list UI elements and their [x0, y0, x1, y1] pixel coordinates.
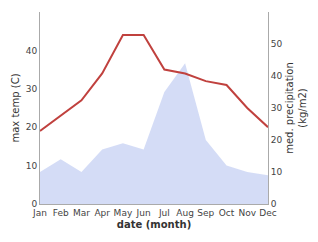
svg-text:10: 10 [26, 161, 38, 171]
svg-text:Dec: Dec [259, 208, 276, 218]
svg-text:0: 0 [31, 199, 37, 209]
svg-text:50: 50 [271, 39, 283, 49]
svg-text:Nov: Nov [238, 208, 256, 218]
svg-text:Jan: Jan [32, 208, 47, 218]
svg-text:Aug: Aug [176, 208, 194, 218]
svg-text:20: 20 [26, 122, 38, 132]
svg-text:30: 30 [26, 84, 38, 94]
svg-text:Feb: Feb [53, 208, 69, 218]
svg-text:Jun: Jun [136, 208, 151, 218]
svg-text:10: 10 [271, 167, 283, 177]
svg-text:date (month): date (month) [117, 219, 191, 230]
svg-text:med. precipitation(kg/m2): med. precipitation(kg/m2) [284, 62, 308, 154]
svg-text:0: 0 [271, 199, 277, 209]
svg-text:Mar: Mar [73, 208, 90, 218]
svg-text:40: 40 [26, 46, 38, 56]
svg-text:max temp (C): max temp (C) [10, 73, 21, 142]
svg-text:Oct: Oct [219, 208, 235, 218]
svg-text:Sep: Sep [197, 208, 214, 218]
svg-text:Jul: Jul [158, 208, 170, 218]
svg-text:Apr: Apr [94, 208, 110, 218]
svg-text:May: May [114, 208, 133, 218]
svg-text:20: 20 [271, 135, 283, 145]
svg-text:40: 40 [271, 71, 283, 81]
svg-text:30: 30 [271, 103, 283, 113]
